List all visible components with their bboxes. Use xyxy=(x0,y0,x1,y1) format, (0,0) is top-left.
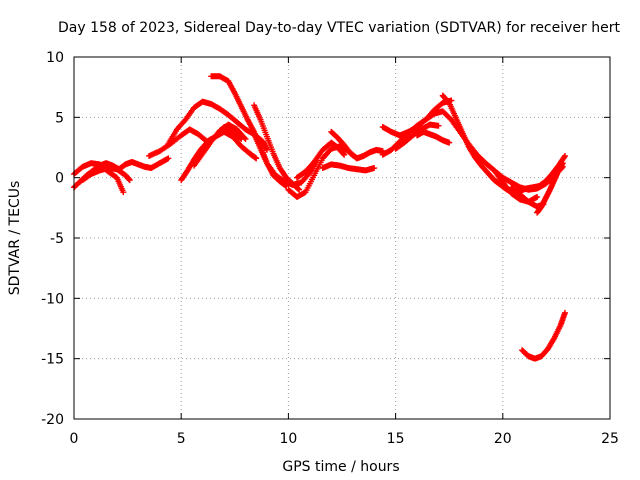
x-tick-label: 0 xyxy=(70,431,79,447)
y-tick-label: 0 xyxy=(55,171,64,187)
data-point xyxy=(534,193,541,200)
series-arc-16 xyxy=(379,97,455,139)
y-tick-label: -20 xyxy=(41,412,64,428)
x-tick-label: 10 xyxy=(279,431,297,447)
y-axis-label: SDTVAR / TECUs xyxy=(7,181,23,296)
series-arc-13 xyxy=(319,161,378,174)
x-axis-label: GPS time / hours xyxy=(282,459,399,475)
data-point xyxy=(295,185,302,192)
y-tick-label: 10 xyxy=(46,50,64,66)
data-point xyxy=(341,151,348,158)
data-point xyxy=(559,160,566,167)
y-tick-label: -15 xyxy=(41,352,64,368)
data-point xyxy=(126,177,133,184)
y-tick-label: -10 xyxy=(41,291,64,307)
data-point xyxy=(561,154,568,161)
series-arc-7 xyxy=(191,121,249,169)
data-point xyxy=(340,150,347,157)
series-arc-23 xyxy=(519,309,568,362)
series-arc-6 xyxy=(178,128,260,184)
axis-ticks: 0 5 10 15 20 25 10 5 0 -5 -10 -15 -20 xyxy=(41,50,619,447)
x-tick-label: 25 xyxy=(601,431,619,447)
grid-lines xyxy=(74,57,610,419)
series-arc-2 xyxy=(71,160,127,196)
data-point xyxy=(561,152,568,159)
data-point xyxy=(446,139,453,146)
data-points xyxy=(71,73,568,362)
data-point xyxy=(242,136,249,143)
series-arc-10 xyxy=(251,131,320,188)
series-arc-14 xyxy=(328,128,386,162)
data-point xyxy=(371,165,378,172)
data-point xyxy=(561,309,568,316)
x-tick-label: 5 xyxy=(177,431,186,447)
data-point xyxy=(241,134,248,141)
series-arc-3 xyxy=(79,165,133,184)
data-point xyxy=(120,189,127,196)
data-point xyxy=(253,155,260,162)
y-tick-label: -5 xyxy=(50,231,64,247)
series-arc-5 xyxy=(165,98,270,153)
x-tick-label: 15 xyxy=(387,431,405,447)
x-tick-label: 20 xyxy=(494,431,512,447)
chart-title: Day 158 of 2023, Sidereal Day-to-day VTE… xyxy=(58,20,620,36)
y-tick-label: 5 xyxy=(55,110,64,126)
data-point xyxy=(435,122,442,129)
series-arc-12 xyxy=(293,139,348,181)
series-arc-18 xyxy=(414,128,453,146)
series-arc-22 xyxy=(534,160,566,216)
data-point xyxy=(296,186,303,193)
series-arc-17 xyxy=(392,121,442,152)
data-point xyxy=(165,155,172,162)
